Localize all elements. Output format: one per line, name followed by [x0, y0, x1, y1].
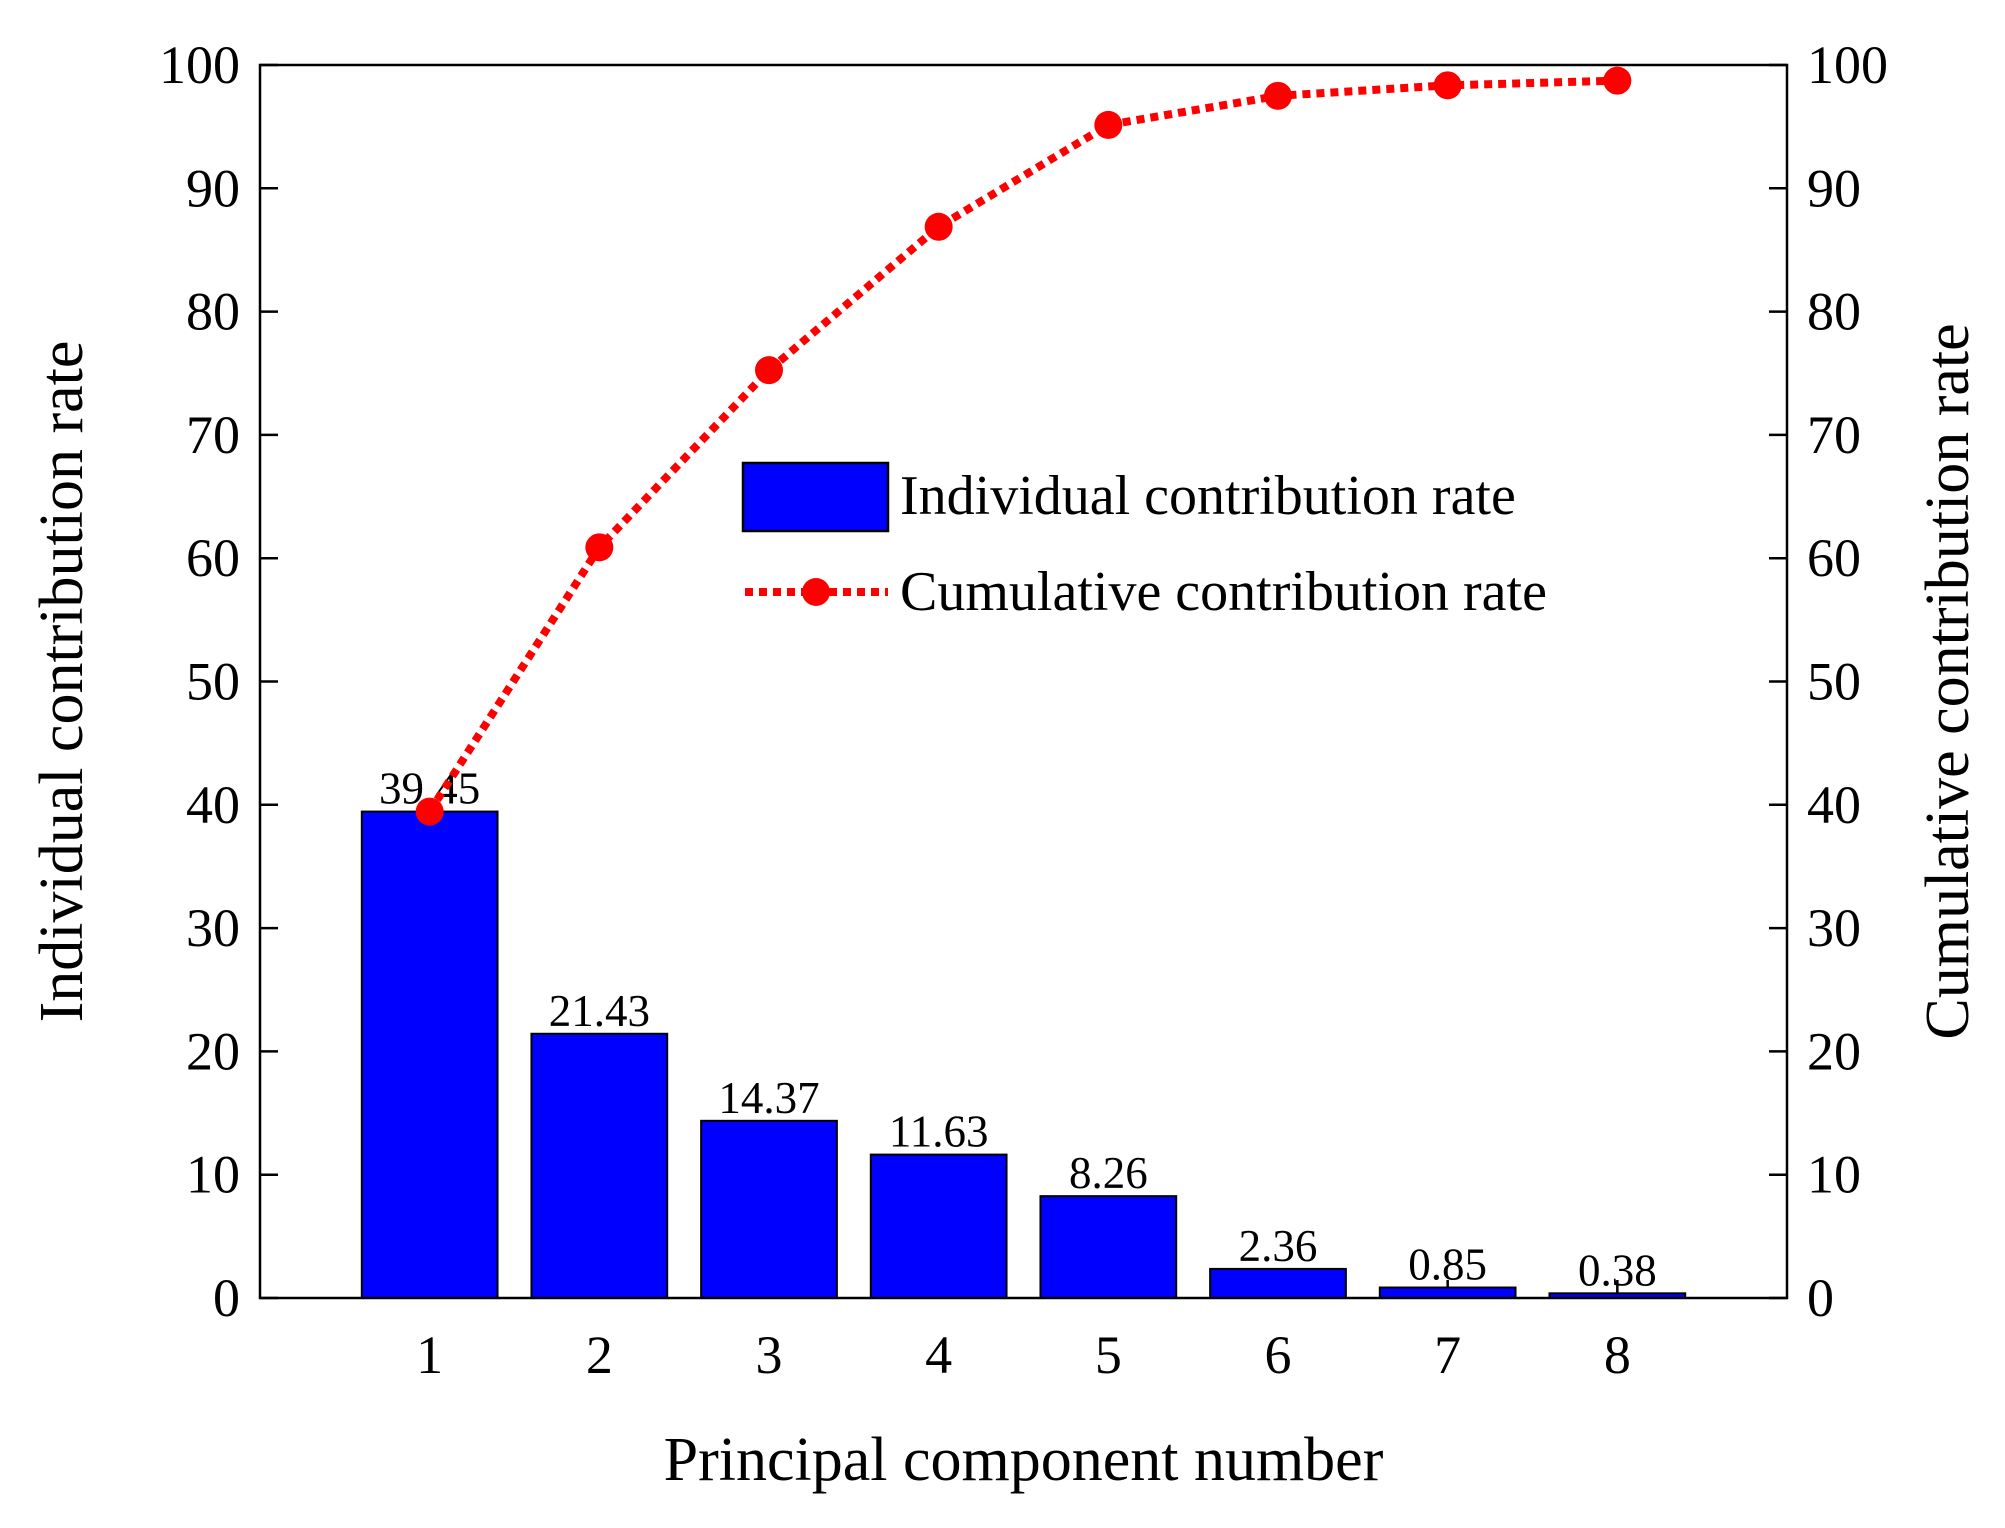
legend: Individual contribution rate Cumulative … [741, 461, 1547, 623]
right-y-axis-title: Cumulative contribution rate [1914, 323, 1982, 1039]
cumulative-point-2 [585, 533, 614, 562]
bar-value-label: 0.38 [1578, 1245, 1657, 1295]
bar-value-label: 8.26 [1069, 1148, 1148, 1198]
legend-line-marker [802, 578, 830, 606]
bar-3 [700, 1119, 838, 1299]
right-y-tick-label: 70 [1807, 405, 1861, 465]
legend-bar-swatch [741, 461, 890, 533]
left-y-tick-label: 40 [186, 775, 240, 835]
left-y-axis-title: Individual contribution rate [28, 341, 96, 1023]
x-tick-label: 1 [416, 1325, 443, 1385]
x-tick-label: 7 [1434, 1325, 1461, 1385]
left-y-axis-ticks: 0 10 20 30 40 50 60 70 80 90 100 [159, 35, 278, 1328]
bar-value-label: 2.36 [1239, 1221, 1318, 1271]
x-tick-label: 8 [1604, 1325, 1631, 1385]
right-y-tick-label: 10 [1807, 1145, 1861, 1205]
cumulative-point-3 [755, 356, 783, 385]
right-y-tick-label: 50 [1807, 652, 1861, 712]
x-tick-label: 6 [1265, 1325, 1292, 1385]
bar-1 [360, 810, 499, 1299]
x-tick-label: 3 [756, 1325, 783, 1385]
right-y-tick-label: 30 [1807, 898, 1861, 958]
x-tick-label: 5 [1095, 1325, 1122, 1385]
plot-frame [258, 63, 1789, 1300]
left-y-tick-label: 50 [186, 652, 240, 712]
cumulative-line-series [415, 66, 1632, 826]
right-y-tick-label: 60 [1807, 528, 1861, 588]
left-y-tick-label: 0 [213, 1268, 240, 1328]
left-y-tick-label: 30 [186, 898, 240, 958]
x-tick-label: 4 [925, 1325, 952, 1385]
bar-value-label: 14.37 [718, 1073, 819, 1123]
x-tick-label: 2 [586, 1325, 613, 1385]
x-axis-ticks: 1 2 3 4 5 6 7 8 [416, 1280, 1631, 1385]
right-y-tick-label: 80 [1807, 282, 1861, 342]
bar-value-label: 21.43 [549, 986, 650, 1036]
right-y-axis-ticks: 0 10 20 30 40 50 60 70 80 90 100 [1769, 35, 1888, 1328]
right-y-tick-label: 40 [1807, 775, 1861, 835]
left-y-tick-label: 70 [186, 405, 240, 465]
bar-value-label: 0.85 [1408, 1240, 1487, 1290]
legend-line-label: Cumulative contribution rate [900, 561, 1547, 623]
x-axis-title: Principal component number [664, 1426, 1384, 1494]
cumulative-point-1 [415, 797, 444, 826]
left-y-tick-label: 100 [159, 35, 240, 95]
cumulative-line [426, 76, 1618, 814]
bar-value-label: 11.63 [889, 1107, 989, 1157]
right-y-tick-label: 20 [1807, 1021, 1861, 1081]
cumulative-point-6 [1264, 81, 1292, 110]
left-y-tick-label: 10 [186, 1145, 240, 1205]
right-y-tick-label: 0 [1807, 1268, 1834, 1328]
left-y-tick-label: 80 [186, 282, 240, 342]
cumulative-point-7 [1433, 71, 1462, 100]
left-y-tick-label: 20 [186, 1021, 240, 1081]
legend-bar-label: Individual contribution rate [900, 465, 1516, 527]
right-y-tick-label: 100 [1807, 35, 1888, 95]
cumulative-point-4 [924, 212, 953, 241]
bar-2 [530, 1032, 669, 1299]
cumulative-point-8 [1603, 66, 1632, 95]
bar-series [360, 810, 1687, 1300]
left-y-tick-label: 90 [186, 158, 240, 218]
cumulative-point-5 [1094, 110, 1123, 139]
bar-4 [869, 1153, 1008, 1299]
bar-6 [1209, 1267, 1347, 1300]
right-y-tick-label: 90 [1807, 158, 1861, 218]
bar-5 [1039, 1195, 1178, 1299]
left-y-tick-label: 60 [186, 528, 240, 588]
